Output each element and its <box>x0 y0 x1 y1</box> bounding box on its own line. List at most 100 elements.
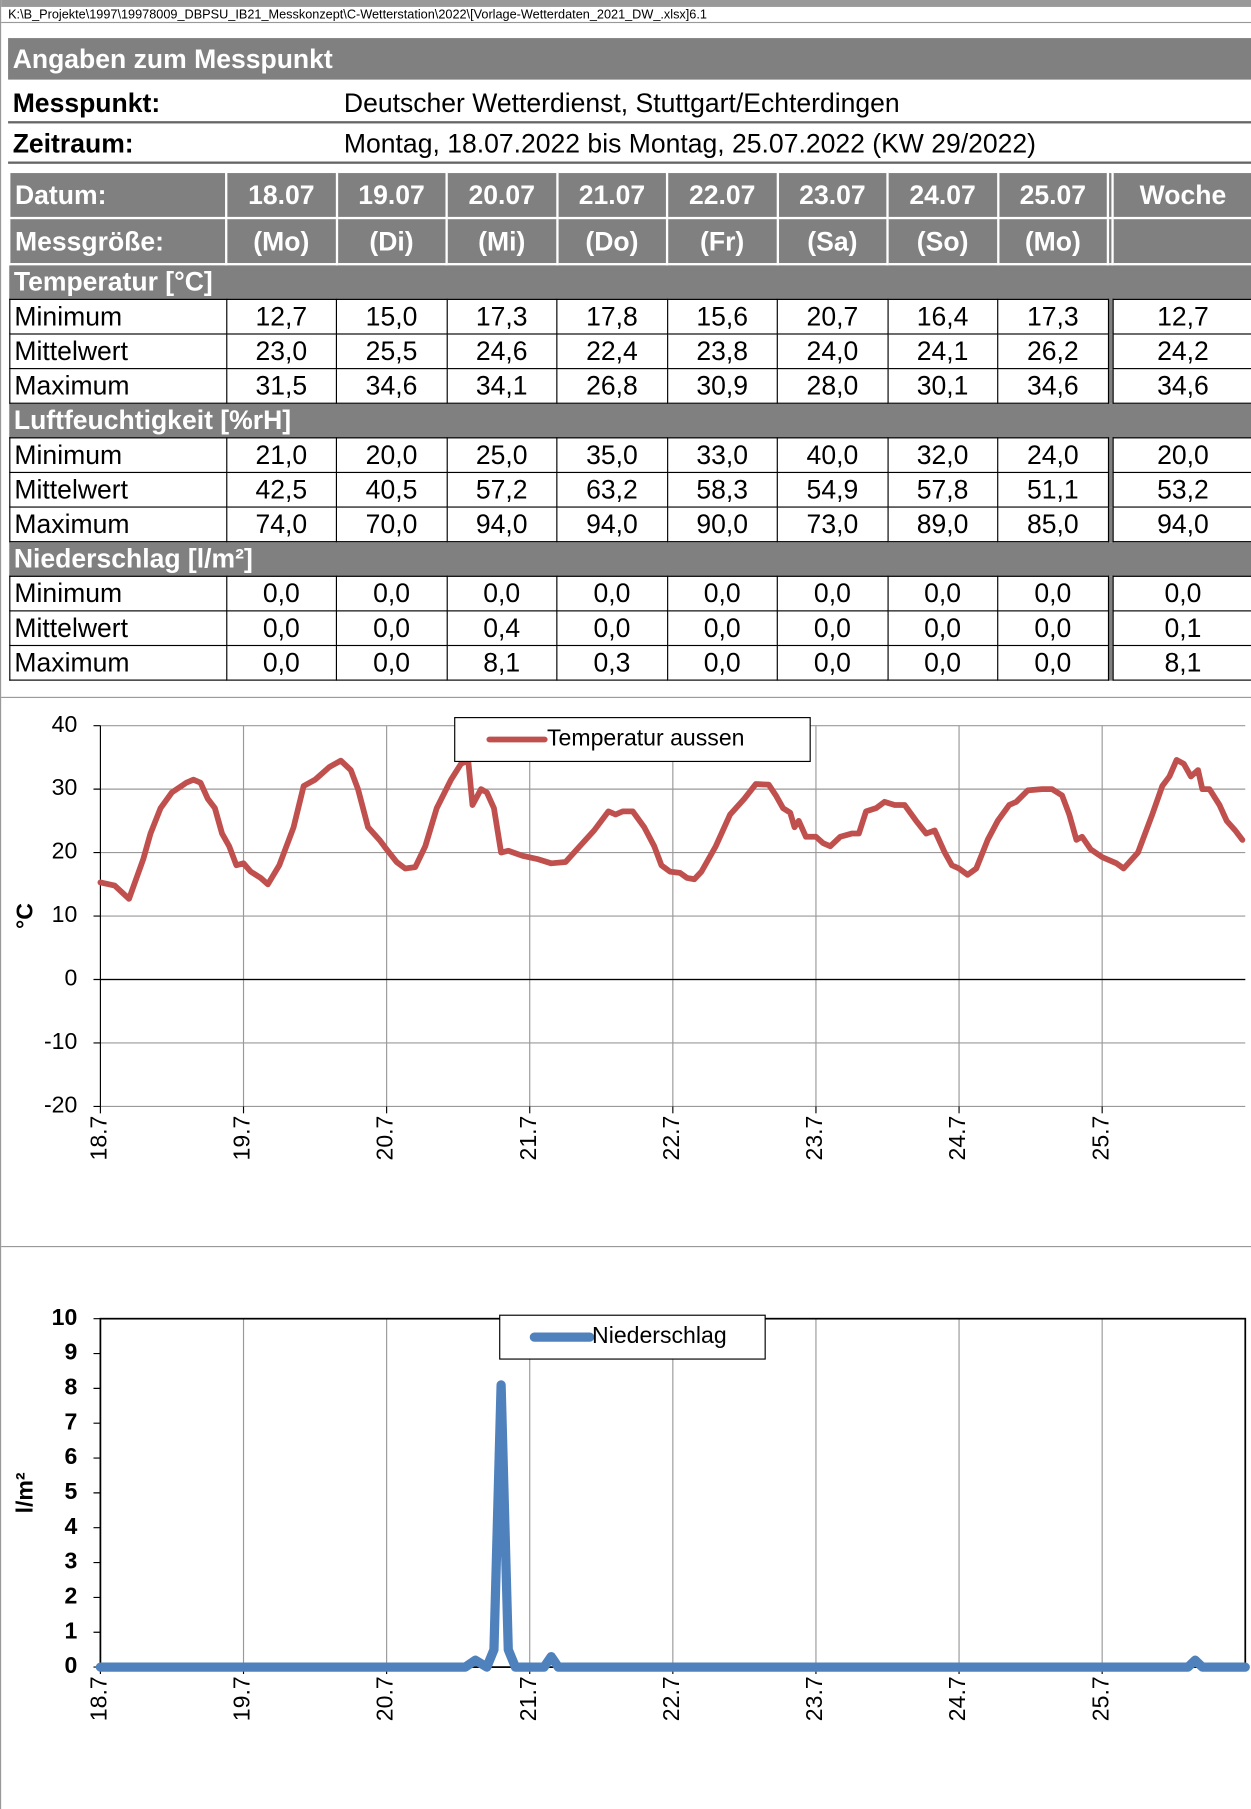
legend-label: Niederschlag <box>592 1322 727 1348</box>
header-label: Datum: <box>8 170 228 220</box>
x-tick-label: 22.7 <box>658 1116 684 1161</box>
y-tick-label: 10 <box>52 901 78 927</box>
row-label: Maximum <box>8 644 227 681</box>
value-cell: 0,0 <box>886 575 999 612</box>
info-value: Deutscher Wetterdienst, Stuttgart/Echter… <box>343 87 900 118</box>
data-row: Minimum 12,7 15,0 17,3 17,8 15,6 20,7 16,4 17,3 1… <box>8 298 1251 335</box>
value-cell: 22,4 <box>556 333 668 370</box>
value-cell: 40,0 <box>776 437 889 474</box>
value-cell: 15,0 <box>335 298 448 335</box>
x-tick-label: 25.7 <box>1087 1116 1113 1161</box>
data-line <box>97 757 1246 902</box>
value-cell: 16,4 <box>886 298 999 335</box>
value-cell: 20,0 <box>1111 437 1251 474</box>
y-tick-label: 3 <box>64 1548 77 1574</box>
section-row: Niederschlag [l/m²] <box>9 541 1251 577</box>
data-row: Mittelwert 23,0 25,5 24,6 22,4 23,8 24,0 24,1 26… <box>8 333 1251 370</box>
x-tick-label: 18.7 <box>85 1116 111 1161</box>
value-cell: 26,8 <box>556 368 668 404</box>
x-tick-label: 18.7 <box>85 1676 111 1721</box>
row-label: Mittelwert <box>8 471 227 508</box>
value-cell: 42,5 <box>225 471 337 508</box>
row-label: Mittelwert <box>8 333 227 370</box>
value-cell: 34,1 <box>446 368 558 404</box>
header-cell: 24.07 <box>886 170 999 220</box>
section-title: Angaben zum Messpunkt <box>8 38 1251 80</box>
value-cell: 20,7 <box>776 298 889 335</box>
x-tick-label: 21.7 <box>515 1116 541 1161</box>
divider <box>1 1245 1251 1248</box>
file-path: K:\B_Projekte\1997\19978009_DBPSU_IB21_M… <box>1 0 1251 24</box>
value-cell: 15,6 <box>666 298 778 335</box>
y-tick-label: 9 <box>64 1339 77 1365</box>
header-label: Messgröße: <box>8 216 228 266</box>
x-tick-label: 20.7 <box>372 1116 398 1161</box>
value-cell: 30,9 <box>666 368 778 404</box>
gap <box>1107 368 1113 404</box>
value-cell: 21,0 <box>225 437 337 474</box>
y-tick-label: 30 <box>52 774 78 800</box>
y-tick-label: -20 <box>44 1091 77 1117</box>
value-cell: 0,0 <box>556 575 668 612</box>
value-cell: 24,0 <box>997 437 1109 474</box>
value-cell: 20,0 <box>335 437 448 474</box>
value-cell: 0,3 <box>556 644 668 681</box>
y-axis-title: °C <box>12 903 38 929</box>
y-tick-label: 0 <box>64 1652 77 1678</box>
header-row: Datum: 18.07 19.07 20.07 21.07 22.07 23.07 24.0… <box>8 170 1251 220</box>
header-cell: 21.07 <box>555 170 669 220</box>
data-row: Maximum 31,5 34,6 34,1 26,8 30,9 28,0 30,1 34,6 3… <box>8 368 1251 404</box>
value-cell: 24,6 <box>446 333 558 370</box>
row-label: Minimum <box>8 298 227 335</box>
gap <box>1107 645 1113 681</box>
gap <box>1107 610 1113 646</box>
data-row: Minimum 21,0 20,0 25,0 35,0 33,0 40,0 32,0 24,0 2… <box>8 437 1251 474</box>
row-label: Minimum <box>8 575 227 612</box>
value-cell: 70,0 <box>335 506 448 543</box>
header-cell: (Mo) <box>225 216 338 266</box>
value-cell: 0,0 <box>997 644 1109 681</box>
value-cell: 8,1 <box>446 644 558 681</box>
value-cell: 17,8 <box>556 298 668 335</box>
value-cell: 34,6 <box>335 368 448 404</box>
x-tick-label: 24.7 <box>944 1116 970 1161</box>
y-tick-label: 2 <box>64 1583 77 1609</box>
value-cell: 0,0 <box>225 575 337 612</box>
header-cell: 22.07 <box>665 170 779 220</box>
value-cell: 0,0 <box>997 610 1109 647</box>
value-cell: 0,0 <box>335 644 448 681</box>
section-title: Luftfeuchtigkeit [%rH] <box>9 403 1251 438</box>
header-cell: (Mo) <box>996 216 1110 266</box>
value-cell: 34,6 <box>1111 368 1251 404</box>
y-tick-label: 40 <box>52 711 78 737</box>
value-cell: 94,0 <box>556 506 668 543</box>
data-row: Maximum 74,0 70,0 94,0 94,0 90,0 73,0 89,0 85,0 9… <box>8 506 1251 543</box>
value-cell: 53,2 <box>1111 471 1251 508</box>
data-table: Datum: 18.07 19.07 20.07 21.07 22.07 23.07 24.0… <box>8 170 1251 681</box>
value-cell: 74,0 <box>225 506 337 543</box>
value-cell: 12,7 <box>225 298 337 335</box>
value-cell: 0,0 <box>776 644 889 681</box>
value-cell: 0,0 <box>225 610 337 647</box>
value-cell: 0,0 <box>776 610 889 647</box>
value-cell: 58,3 <box>666 471 778 508</box>
value-cell: 24,1 <box>886 333 999 370</box>
header-cell: 19.07 <box>335 170 448 220</box>
gap <box>1107 576 1113 611</box>
value-cell: 17,3 <box>997 298 1109 335</box>
x-tick-label: 23.7 <box>801 1676 827 1721</box>
header-cell: 20.07 <box>445 170 559 220</box>
x-tick-label: 20.7 <box>372 1676 398 1721</box>
header-row: Messgröße: (Mo) (Di) (Mi) (Do) (Fr) (Sa) (So) (M… <box>8 216 1251 266</box>
section-row: Luftfeuchtigkeit [%rH] <box>9 403 1251 438</box>
value-cell: 63,2 <box>556 471 668 508</box>
value-cell: 90,0 <box>666 506 778 543</box>
info-label: Messpunkt: <box>12 87 161 118</box>
y-tick-label: 6 <box>64 1443 77 1469</box>
x-tick-label: 24.7 <box>944 1676 970 1721</box>
legend-label: Temperatur aussen <box>547 725 744 751</box>
row-label: Minimum <box>8 437 227 474</box>
value-cell: 32,0 <box>886 437 999 474</box>
header-cell: (Di) <box>335 216 448 266</box>
